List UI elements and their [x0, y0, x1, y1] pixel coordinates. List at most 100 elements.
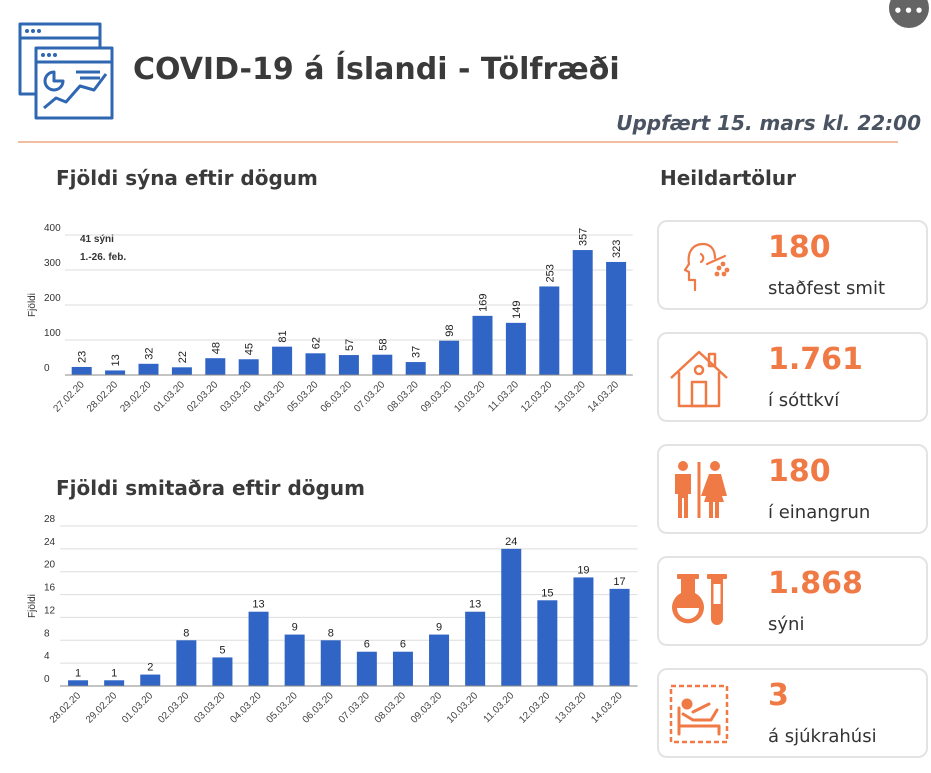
tests-x-tick-label: 02.03.20 [185, 379, 221, 415]
tests-bar [572, 250, 593, 375]
stat-card-quarantine: 1.761 í sóttkví [657, 332, 928, 422]
stat-card-hospital: 3 á sjúkrahúsi [657, 668, 928, 758]
tests-y-axis-label: Fjöldi [27, 293, 38, 317]
tests-data-label: 37 [411, 346, 423, 358]
infections-data-label: 8 [328, 627, 334, 639]
tests-bar [305, 353, 326, 375]
page-title: COVID-19 á Íslandi - Tölfræði [133, 52, 620, 87]
stat-value-confirmed: 180 [768, 230, 831, 265]
tests-x-tick-label: 04.03.20 [252, 379, 288, 415]
infections-data-label: 9 [436, 622, 442, 634]
tests-data-label: 45 [244, 343, 256, 355]
tests-y-tick-label: 200 [44, 293, 61, 304]
tests-data-label: 58 [377, 338, 389, 350]
more-options-button[interactable]: ••• [889, 0, 929, 28]
infections-y-tick-label: 28 [44, 514, 56, 525]
infections-x-tick-label: 03.03.20 [192, 690, 228, 726]
stat-label-tests: sýni [768, 614, 805, 635]
infections-bar [537, 600, 558, 686]
infections-x-tick-label: 14.03.20 [589, 690, 625, 726]
infections-x-tick-label: 01.03.20 [120, 690, 156, 726]
infections-data-label: 1 [75, 667, 81, 679]
infections-x-tick-label: 29.02.20 [84, 690, 120, 726]
infections-data-label: 19 [577, 564, 589, 576]
infections-y-tick-label: 4 [44, 651, 50, 662]
tests-bar [71, 366, 92, 375]
infections-x-tick-label: 04.03.20 [228, 690, 264, 726]
tests-bar [372, 354, 393, 375]
tests-x-tick-label: 13.03.20 [553, 379, 589, 415]
tests-x-tick-label: 14.03.20 [586, 379, 622, 415]
tests-x-tick-label: 10.03.20 [452, 379, 488, 415]
infections-y-tick-label: 16 [44, 583, 56, 594]
tests-data-label: 48 [210, 342, 222, 354]
tests-x-tick-label: 28.02.20 [85, 379, 121, 415]
hospital-bed-icon [669, 684, 729, 744]
infections-data-label: 24 [505, 536, 517, 548]
tests-data-label: 253 [544, 264, 556, 282]
infections-y-tick-label: 24 [44, 537, 56, 548]
tests-bar [338, 355, 359, 375]
tests-data-label: 169 [478, 293, 490, 311]
stat-value-tests: 1.868 [768, 566, 863, 601]
infections-bar [284, 634, 305, 686]
infections-data-label: 2 [147, 662, 153, 674]
infections-x-tick-label: 08.03.20 [373, 690, 409, 726]
tests-y-tick-label: 100 [44, 328, 61, 339]
tests-bar [439, 340, 460, 375]
tests-bar [472, 315, 493, 375]
tests-data-label: 323 [611, 240, 623, 258]
stat-card-isolation: 180 í einangrun [657, 444, 928, 534]
dashboard-logo-icon [18, 22, 114, 120]
stat-value-hospital: 3 [768, 678, 789, 713]
infections-bar [320, 640, 341, 686]
tests-x-tick-label: 11.03.20 [486, 379, 521, 414]
infections-bar [104, 680, 125, 686]
tests-x-tick-label: 03.03.20 [219, 379, 255, 415]
tests-x-tick-label: 08.03.20 [386, 379, 422, 415]
stat-label-quarantine: í sóttkví [768, 390, 840, 411]
tests-x-tick-label: 12.03.20 [519, 379, 555, 415]
infections-x-tick-label: 12.03.20 [517, 690, 553, 726]
test-swab-icon [683, 242, 730, 292]
infections-y-axis-label: Fjöldi [27, 594, 38, 618]
tests-x-tick-label: 09.03.20 [419, 379, 455, 415]
tests-x-tick-label: 01.03.20 [152, 379, 188, 415]
infections-bar [392, 651, 413, 686]
stat-value-quarantine: 1.761 [768, 342, 863, 377]
last-updated-text: Uppfært 15. mars kl. 22:00 [616, 111, 921, 135]
tests-x-tick-label: 07.03.20 [352, 379, 388, 415]
tests-x-tick-label: 06.03.20 [319, 379, 355, 415]
tests-data-label: 357 [578, 228, 590, 246]
infections-bar [140, 674, 161, 686]
house-icon [670, 350, 728, 408]
infections-y-tick-label: 20 [44, 560, 56, 571]
tests-x-tick-label: 27.02.20 [52, 379, 88, 415]
infections-bar [429, 634, 450, 686]
infections-y-tick-label: 0 [44, 674, 50, 685]
tests-y-tick-label: 400 [44, 223, 61, 234]
infections-data-label: 1 [111, 667, 117, 679]
infections-data-label: 13 [252, 599, 264, 611]
infections-data-label: 13 [469, 599, 481, 611]
infections-x-tick-label: 06.03.20 [301, 690, 337, 726]
tests-data-label: 81 [277, 330, 289, 342]
stat-card-confirmed: 180 staðfest smit [657, 220, 928, 310]
stat-label-isolation: í einangrun [768, 502, 871, 523]
tests-chart-title: Fjöldi sýna eftir dögum [56, 166, 318, 190]
tests-bar [105, 370, 126, 375]
stat-value-isolation: 180 [768, 454, 831, 489]
infections-bar [465, 611, 486, 686]
infections-x-tick-label: 13.03.20 [553, 690, 589, 726]
tests-data-label: 32 [144, 348, 156, 360]
infections-bar [609, 588, 630, 686]
tests-bar-chart: 0 100 200 300 400 Fjöldi 23 27.02.20 13 28.02.20 3… [27, 223, 633, 415]
tests-bar [205, 358, 226, 375]
infections-x-tick-label: 10.03.20 [445, 690, 481, 726]
tests-bar [272, 346, 293, 375]
tests-data-label: 13 [110, 354, 122, 366]
tests-bar [238, 359, 259, 375]
infections-data-label: 6 [400, 639, 406, 651]
infections-x-tick-label: 07.03.20 [337, 690, 373, 726]
test-tubes-icon [672, 574, 727, 625]
